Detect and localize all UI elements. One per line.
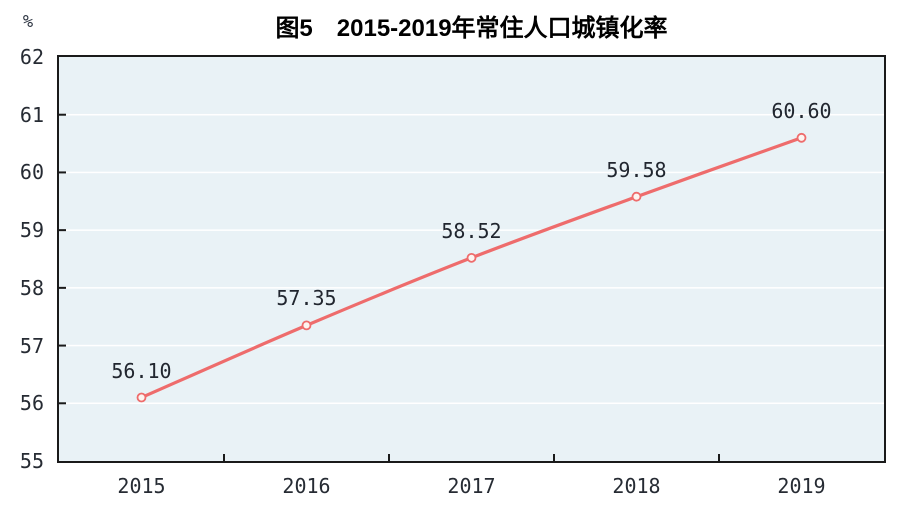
x-axis-tick-label: 2016: [282, 474, 331, 498]
x-axis-tick: [718, 454, 720, 461]
data-point-label: 56.10: [111, 358, 172, 383]
gridline: [59, 113, 884, 116]
series-line: [139, 136, 804, 400]
gridline: [59, 229, 884, 231]
x-axis-tick: [223, 454, 225, 461]
y-axis-tick-label: 59: [19, 218, 44, 243]
x-axis-tick: [553, 454, 555, 461]
y-axis-tick: [59, 344, 66, 347]
data-point-marker: [301, 320, 312, 331]
data-point-marker: [466, 252, 477, 263]
y-axis-tick-label: 60: [19, 160, 44, 185]
y-axis-tick-label: 62: [19, 45, 44, 69]
data-point-label: 59.58: [606, 157, 667, 182]
gridline: [59, 402, 884, 405]
y-axis-tick-label: 57: [19, 333, 44, 358]
y-axis-tick: [59, 171, 66, 174]
data-point-label: 60.60: [771, 98, 832, 123]
data-point-marker: [631, 191, 642, 202]
y-axis-tick-label: 61: [19, 102, 44, 127]
x-axis-tick-label: 2018: [612, 474, 661, 498]
data-point-marker: [136, 392, 147, 403]
data-point-label: 57.35: [276, 286, 337, 311]
y-axis-tick-label: 58: [19, 275, 44, 300]
y-axis-unit-label: %: [22, 12, 34, 32]
x-axis-tick: [388, 454, 390, 461]
x-axis-tick-label: 2019: [777, 474, 826, 498]
y-axis-tick: [59, 286, 66, 289]
y-axis-tick: [59, 402, 66, 405]
x-axis-tick-label: 2015: [117, 474, 166, 498]
gridline: [59, 344, 884, 347]
gridline: [59, 171, 884, 174]
gridline: [59, 287, 884, 289]
y-axis-tick: [59, 113, 66, 116]
data-point-label: 58.52: [441, 218, 502, 243]
y-axis-tick-label: 56: [19, 391, 44, 416]
y-axis-tick: [59, 229, 66, 232]
x-axis-tick-label: 2017: [447, 474, 496, 498]
chart-title: 图5 2015-2019年常住人口城镇化率: [275, 15, 668, 42]
data-point-marker: [796, 132, 807, 143]
plot-area: [57, 55, 886, 463]
line-chart-canvas: [59, 113, 884, 461]
y-axis-tick-label: 55: [19, 449, 44, 473]
